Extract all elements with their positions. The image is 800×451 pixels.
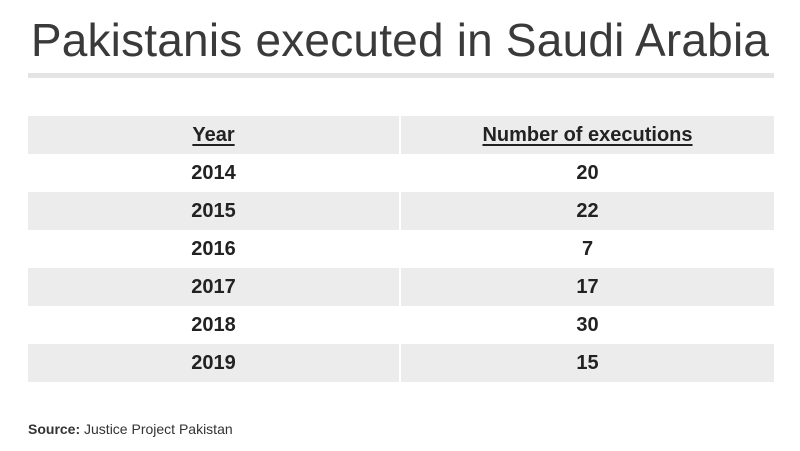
table-row: 2014 20 <box>28 154 774 192</box>
executions-cell: 7 <box>581 237 594 260</box>
column-header-year: Year <box>28 116 401 154</box>
table-row: 2019 15 <box>28 344 774 382</box>
executions-cell: 15 <box>401 344 774 382</box>
year-cell: 2014 <box>28 154 401 192</box>
year-cell: 2017 <box>28 268 401 306</box>
table-header-row: Year Number of executions <box>28 116 774 154</box>
executions-cell: 22 <box>401 192 774 230</box>
source-label: Source: <box>28 421 81 437</box>
table-row: 2018 30 <box>28 306 774 344</box>
table-row: 2017 17 <box>28 268 774 306</box>
chart-title: Pakistanis executed in Saudi Arabia <box>30 14 770 66</box>
year-cell: 2015 <box>28 192 401 230</box>
year-cell: 2018 <box>28 306 401 344</box>
year-cell: 2016 <box>28 230 401 268</box>
source-note: Source: Justice Project Pakistan <box>28 421 233 437</box>
source-text: Justice Project Pakistan <box>84 421 233 437</box>
executions-cell: 17 <box>401 268 774 306</box>
executions-cell: 30 <box>576 313 599 336</box>
year-cell: 2019 <box>28 344 401 382</box>
executions-cell: 20 <box>576 161 599 184</box>
column-header-executions: Number of executions <box>401 116 774 154</box>
executions-table: Year Number of executions 2014 20 2015 2… <box>28 116 774 382</box>
table-row: 2016 7 <box>28 230 774 268</box>
table-row: 2015 22 <box>28 192 774 230</box>
title-divider <box>28 73 774 78</box>
